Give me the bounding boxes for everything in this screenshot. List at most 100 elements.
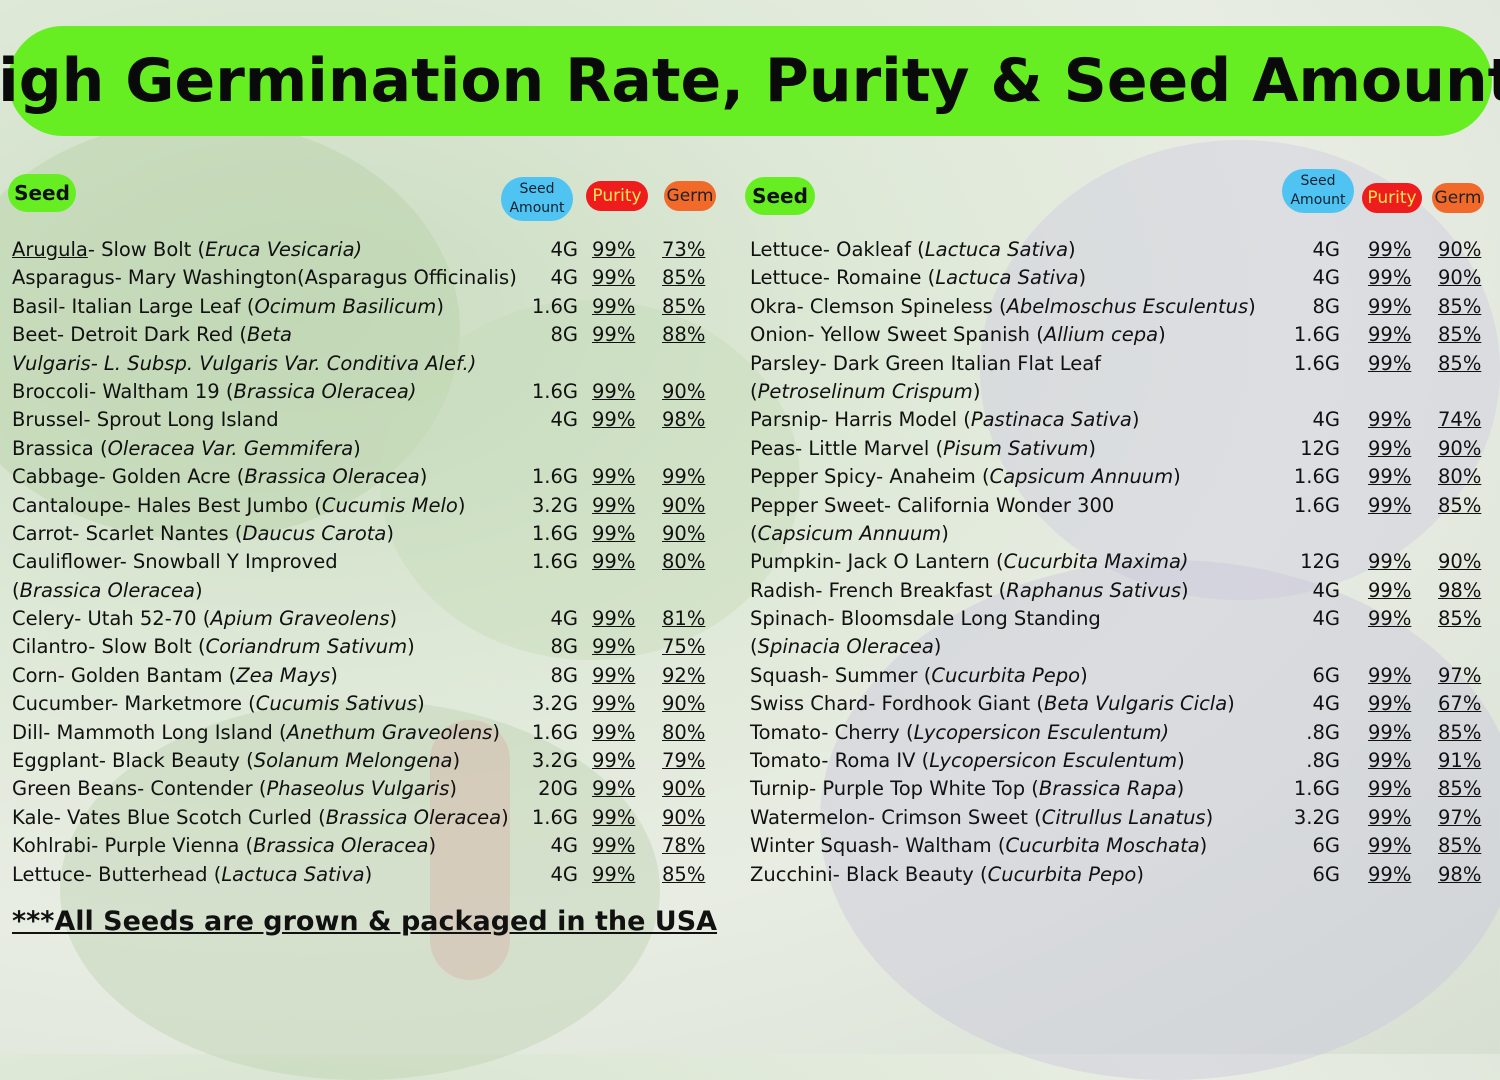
seed-name-part: Brussel- Sprout Long Island [12, 408, 279, 432]
table-row: (Spinacia Oleracea) [750, 633, 1490, 661]
seed-name-part: Oleracea Var. Gemmifera [107, 436, 354, 460]
germ-value: 98% [1438, 862, 1482, 886]
germ-value: 90% [1438, 266, 1482, 290]
seed-name: Brussel- Sprout Long Island [12, 406, 279, 434]
germ-value: 90% [662, 777, 706, 801]
purity-value: 99% [592, 493, 636, 517]
seed-name: Squash- Summer (Cucurbita Pepo) [750, 662, 1088, 690]
seed-name-part: Cucurbita Moschata [1005, 834, 1200, 858]
seed-name-part: ) [436, 294, 444, 318]
purity-value: 99% [1368, 749, 1412, 773]
seed-name-part: Pepper Spicy- Anaheim ( [750, 465, 990, 489]
table-row: Parsley- Dark Green Italian Flat Leaf 1.6… [750, 350, 1490, 378]
seed-name: (Brassica Oleracea) [12, 577, 203, 605]
seed-name-part: Lactuca Sativa [935, 266, 1079, 290]
seed-amount: 1.6G [531, 465, 578, 489]
seed-amount: .8G [1306, 720, 1340, 744]
table-row: Asparagus- Mary Washington(Asparagus Off… [12, 264, 712, 292]
purity-value: 99% [1368, 862, 1412, 886]
seed-name-part: Brassica Oleracea [253, 834, 429, 858]
purity-value: 99% [1368, 777, 1412, 801]
seed-name: Carrot- Scarlet Nantes (Daucus Carota) [12, 520, 394, 548]
germ-value: 90% [1438, 436, 1482, 460]
seed-name-part: Tomato- Cherry ( [750, 720, 914, 744]
germ-value: 73% [662, 238, 706, 261]
seed-name: Zucchini- Black Beauty (Cucurbita Pepo) [750, 861, 1144, 889]
seed-name-part: ) [1181, 578, 1189, 602]
seed-name-part: Capsicum Annuum [989, 465, 1174, 489]
seed-amount: 8G [1312, 294, 1340, 318]
seed-name-part: Parsnip- Harris Model ( [750, 408, 971, 432]
seed-name-part: ( [750, 521, 758, 545]
table-row: Pepper Spicy- Anaheim (Capsicum Annuum) 1… [750, 463, 1490, 491]
seed-amount: 8G [550, 663, 578, 687]
seed-name-part: ) [389, 607, 398, 631]
seed-name-part: Tomato- Roma IV ( [750, 749, 930, 773]
seed-name-part: Turnip- Purple Top White Top ( [750, 777, 1039, 801]
seed-name-part: Pisum Sativum [943, 436, 1089, 460]
seed-name-part: Cucumber- Marketmore ( [12, 692, 256, 716]
seed-name-part: Parsley- Dark Green Italian Flat Leaf [750, 351, 1102, 375]
germ-value: 78% [662, 834, 706, 858]
seed-name-part: Vulgaris- L. Subsp. Vulgaris Var. Condit… [12, 351, 477, 375]
seed-name-part: ) [1158, 323, 1166, 347]
seed-name-part: Brassica ( [12, 436, 108, 460]
purity-value: 99% [592, 323, 636, 347]
seed-amount: 3.2G [531, 692, 578, 716]
purity-value: 99% [1368, 493, 1412, 517]
seed-amount: 4G [550, 834, 578, 858]
seed-name-part: Eruca Vesicaria) [205, 238, 363, 261]
seed-name-part: Coriandrum Sativum [205, 635, 408, 659]
background-cabbage [980, 140, 1500, 600]
seed-name-part: ) [452, 749, 461, 773]
seed-name-part: ) [194, 578, 203, 602]
seed-amount: 6G [1312, 862, 1340, 886]
germ-value: 90% [662, 493, 706, 517]
seed-amount: 1.6G [531, 521, 578, 545]
germ-value: 85% [1438, 607, 1482, 631]
table-row: (Petroselinum Crispum) [750, 378, 1490, 406]
seed-name-part: Allium cepa [1043, 323, 1159, 347]
seed-name-part: ) [492, 720, 500, 744]
seed-name-part: Beet- Detroit Dark Red ( [12, 323, 248, 347]
seed-name-part: ( [750, 379, 758, 403]
germ-value: 79% [662, 749, 706, 773]
seed-name-part: Zucchini- Black Beauty ( [750, 862, 988, 886]
seed-name-part: Cantaloupe- Hales Best Jumbo ( [12, 493, 322, 517]
purity-value: 99% [1368, 323, 1412, 347]
seed-name-part: Lactuca Sativa [924, 238, 1069, 261]
footer-note: ***All Seeds are grown & packaged in the… [12, 906, 718, 937]
table-row: Lettuce- Oakleaf (Lactuca Sativa) 4G 99% 90… [750, 236, 1490, 264]
seed-amount: 1.6G [531, 805, 578, 829]
seed-name: Parsley- Dark Green Italian Flat Leaf [750, 350, 1101, 378]
seed-amount-header-line2: Amount [509, 200, 565, 216]
seed-name-part: Kohlrabi- Purple Vienna ( [12, 834, 254, 858]
seed-name-part: Broccoli- Waltham 19 ( [12, 379, 234, 403]
seed-name-part: Capsicum Annuum [757, 521, 942, 545]
germ-value: 97% [1438, 805, 1482, 829]
seed-name-part: Citrullus Lanatus [1041, 805, 1206, 829]
purity-value: 99% [1368, 351, 1412, 375]
purity-value: 99% [1368, 607, 1412, 631]
seed-name-part: ) [1088, 436, 1096, 460]
seed-amount: 4G [1312, 408, 1340, 432]
seed-name-part: Basil- Italian Large Leaf ( [12, 294, 255, 318]
seed-name-part: ) [364, 862, 373, 886]
page-title: High Germination Rate, Purity & Seed Amo… [0, 46, 1500, 116]
purity-header-right: Purity [1362, 183, 1422, 213]
background-foliage [0, 120, 460, 540]
seed-name-part: Lactuca Sativa [221, 862, 365, 886]
seed-amount: 12G [1300, 436, 1340, 460]
germ-value: 80% [662, 720, 706, 744]
purity-value: 99% [1368, 238, 1412, 261]
seed-name: Basil- Italian Large Leaf (Ocimum Basili… [12, 293, 444, 321]
seed-amount: 1.6G [531, 379, 578, 403]
seed-name-part: Arugula [12, 238, 88, 261]
seed-name-part: ) [449, 777, 458, 801]
germ-value: 98% [1438, 578, 1482, 602]
seed-name-part: Cucumis Sativus [255, 692, 418, 716]
seed-name: Vulgaris- L. Subsp. Vulgaris Var. Condit… [12, 350, 476, 378]
seed-name: Dill- Mammoth Long Island (Anethum Grave… [12, 719, 500, 747]
background-cabbage [820, 560, 1500, 1080]
title-banner: High Germination Rate, Purity & Seed Amo… [0, 26, 1500, 136]
